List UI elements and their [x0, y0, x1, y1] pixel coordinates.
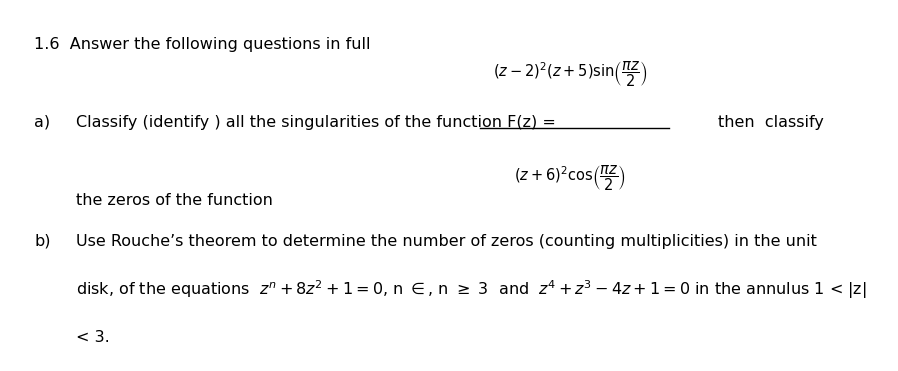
Text: 1.6  Answer the following questions in full: 1.6 Answer the following questions in fu… [34, 37, 371, 52]
Text: b): b) [34, 234, 50, 249]
Text: Use Rouche’s theorem to determine the number of zeros (counting multiplicities) : Use Rouche’s theorem to determine the nu… [76, 234, 817, 249]
Text: disk, of the equations  $z^n + 8z^2 + 1 = 0$, n $\in$, n $\geq$ 3  and  $z^4 + z: disk, of the equations $z^n + 8z^2 + 1 =… [76, 278, 867, 301]
Text: Classify (identify ) all the singularities of the function F(z) =: Classify (identify ) all the singulariti… [76, 115, 556, 130]
Text: the zeros of the function: the zeros of the function [76, 193, 273, 208]
Text: a): a) [34, 115, 50, 130]
Text: $(z-2)^2(z+5)\sin\!\left(\dfrac{\pi z}{2}\right)$: $(z-2)^2(z+5)\sin\!\left(\dfrac{\pi z}{2… [493, 59, 647, 89]
Text: then  classify: then classify [718, 115, 824, 130]
Text: < 3.: < 3. [76, 330, 110, 345]
Text: $(z+6)^2\cos\!\left(\dfrac{\pi z}{2}\right)$: $(z+6)^2\cos\!\left(\dfrac{\pi z}{2}\rig… [515, 163, 626, 193]
